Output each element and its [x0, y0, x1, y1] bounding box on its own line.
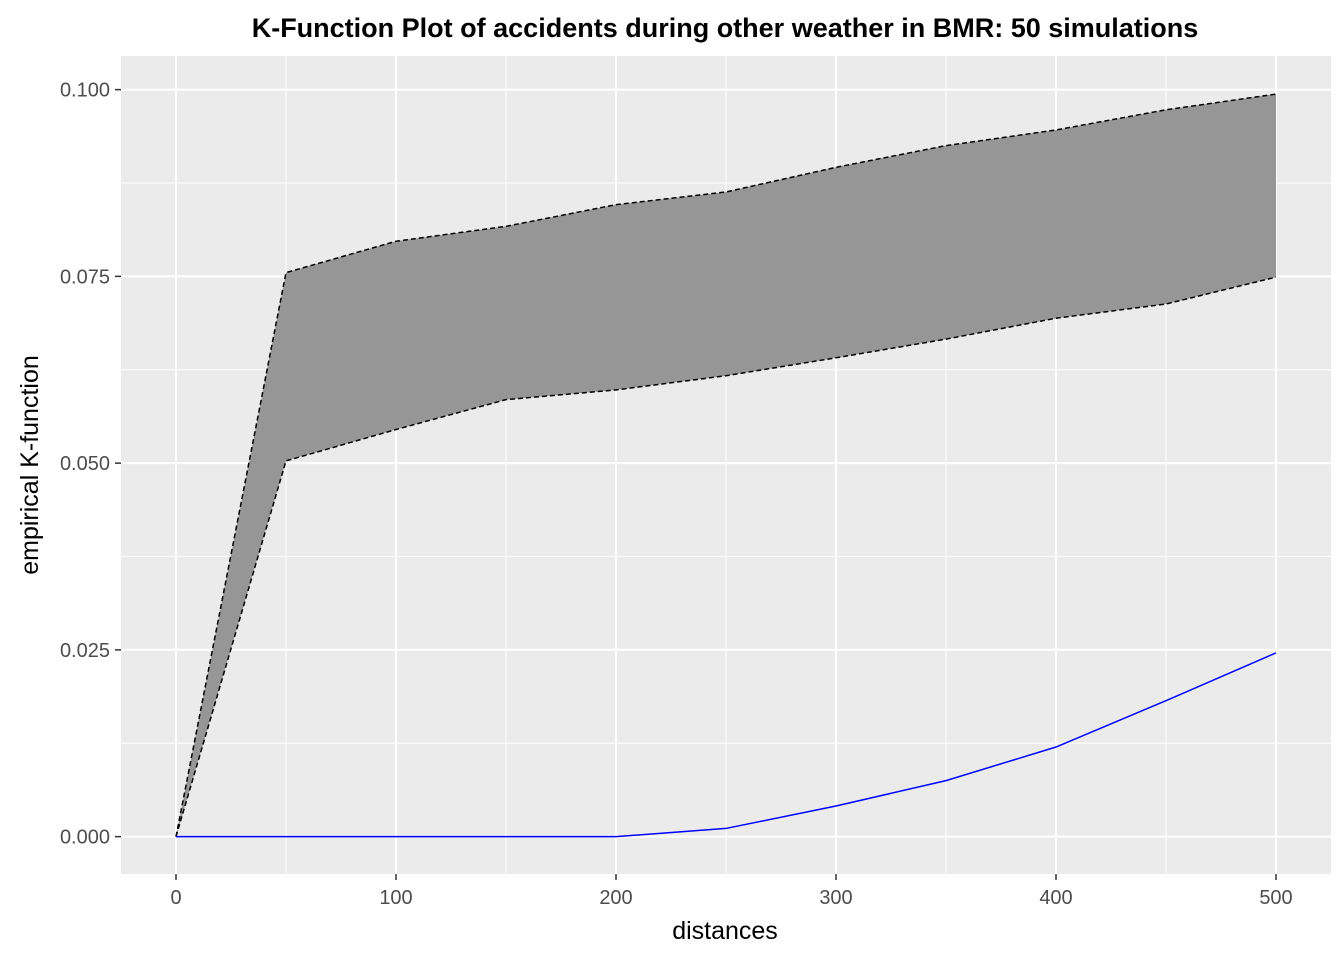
y-axis-ticks: 0.000 0.025 0.050 0.075 0.100	[60, 80, 121, 849]
x-axis-title: distances	[672, 917, 778, 945]
x-tick-label: 100	[379, 887, 412, 909]
x-tick-label: 400	[1039, 887, 1072, 909]
y-tick-label: 0.025	[60, 640, 110, 662]
x-tick-label: 0	[170, 887, 181, 909]
y-tick-label: 0.050	[60, 453, 110, 475]
y-axis-title: empirical K-function	[16, 355, 44, 575]
y-tick-label: 0.000	[60, 827, 110, 849]
simulation-envelope	[176, 94, 1276, 837]
envelope-lower-line	[175, 276, 1277, 837]
y-tick-label: 0.100	[60, 80, 110, 102]
x-axis-ticks: 0 100 200 300 400 500	[170, 874, 1293, 909]
x-tick-label: 300	[819, 887, 852, 909]
chart-title: K-Function Plot of accidents during othe…	[252, 13, 1199, 43]
observed-series-line	[176, 652, 1277, 838]
x-tick-label: 500	[1259, 887, 1292, 909]
series-layer	[176, 652, 1277, 838]
x-tick-label: 200	[599, 887, 632, 909]
y-tick-label: 0.075	[60, 266, 110, 288]
envelope-upper-line	[175, 93, 1277, 837]
